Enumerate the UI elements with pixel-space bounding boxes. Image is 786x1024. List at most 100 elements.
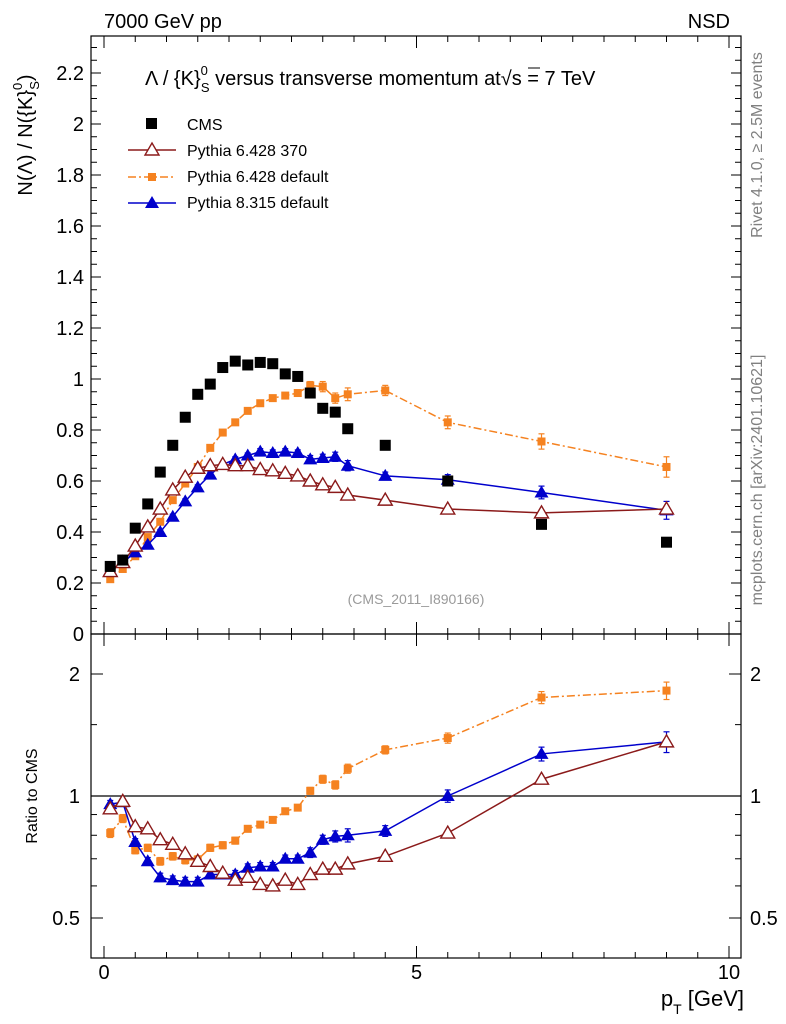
main-ytick-label: 1 [73,369,84,391]
main-ytick-label: 2 [73,114,84,136]
main-point-cms [142,498,154,510]
ratio-point-p6_default [106,829,115,838]
main-ytick-label: 0 [73,624,84,646]
main-point-p8 [340,458,355,471]
main-point-cms [304,387,316,399]
main-point-p6_370 [377,491,394,506]
main-point-p6_default [243,406,252,415]
main-point-p6_default [306,381,315,390]
main-ytick-label: 1.6 [56,216,84,238]
main-point-p6_default [206,443,215,452]
ratio-point-p8 [315,832,330,845]
ratio-point-p8 [340,828,355,841]
ratio-point-p8 [278,851,293,864]
ratio-y-axis-label: Ratio to CMS [24,748,41,843]
main-point-p6_370 [339,486,356,501]
main-point-p8 [278,444,293,457]
ratio-point-p6_370 [177,845,194,860]
main-ytick-label: 1.8 [56,165,84,187]
ratio-point-p6_370 [239,868,256,884]
main-point-p6_370 [533,504,550,519]
legend-label-p8: Pythia 8.315 default [187,195,329,212]
main-point-cms [279,368,291,380]
main-point-p6_370 [439,500,456,515]
ratio-point-p8 [290,851,305,864]
main-point-cms [217,362,229,374]
ratio-point-p6_370 [264,877,281,892]
main-point-p6_370 [152,500,169,515]
ratio-point-p6_370 [189,852,206,868]
main-point-p6_default [293,389,302,398]
main-point-p6_370 [227,457,244,472]
ratio-point-p8 [265,859,280,872]
ratio-point-p6_default [662,686,671,695]
ratio-point-p6_370 [277,871,294,886]
main-point-cms [129,522,141,534]
ratio-point-p6_default [181,856,190,865]
main-ytick-label: 0.6 [56,471,84,493]
ratio-point-p6_370 [533,770,550,785]
ratio-ytick-label-right: 0.5 [750,908,778,930]
main-point-cms [192,388,204,400]
ratio-point-p6_default [156,857,165,866]
legend-marker-cms [146,118,157,129]
main-ytick-label: 0.2 [56,573,84,595]
main-point-p8 [303,452,318,465]
ratio-ytick-label: 2 [69,664,80,686]
ratio-point-p6_default [318,775,327,784]
main-ytick-label: 2.2 [56,63,84,85]
ratio-point-p6_default [131,846,140,855]
main-point-p6_370 [252,461,269,476]
main-point-p6_370 [658,500,675,515]
legend-marker-p6-370 [143,141,161,156]
main-y-axis-label: N(Λ) / N({K}0 S) [10,74,42,195]
main-point-p6_default [537,437,546,446]
main-point-p8 [140,537,155,550]
main-point-p6_default [231,418,240,427]
ratio-point-p6_370 [202,858,219,873]
main-point-p6_370 [277,464,294,480]
main-point-p8 [328,449,343,462]
main-point-p6_370 [177,468,194,483]
main-point-cms [342,423,354,435]
ratio-point-p6_370 [214,864,231,879]
ratio-point-p6_370 [314,860,331,875]
ratio-x-ticks: 0 5 10 [98,634,740,984]
ratio-point-p8 [140,854,155,867]
main-point-cms [104,560,116,572]
ratio-point-p8 [328,829,343,842]
ratio-point-p6_default [343,764,352,773]
main-point-cms [167,439,179,451]
legend: CMS Pythia 6.428 370 Pythia 6.428 defaul… [128,117,329,212]
ratio-ytick-label: 0.5 [52,908,80,930]
main-point-p8 [153,525,168,537]
ratio-point-p8 [128,835,143,848]
main-point-p8 [315,451,330,464]
ratio-point-p6_370 [302,866,319,881]
ratio-ytick-label-right: 2 [750,664,761,686]
ratio-point-p6_default [143,843,152,852]
main-point-p8 [178,494,193,507]
main-point-p6_370 [327,478,344,494]
ratio-point-p6_default [206,843,215,852]
ratio-point-p6_default [168,852,177,861]
main-series [102,355,675,584]
ratio-point-p6_370 [139,820,156,835]
legend-marker-p6-default [148,173,156,181]
main-point-cms [661,536,672,548]
main-point-p6_default [381,386,390,395]
main-point-cms [229,355,241,367]
ratio-point-p8 [240,860,255,873]
main-point-p6_370 [189,459,206,474]
ratio-point-p6_default [293,803,302,812]
ratio-point-p6_default [118,814,127,823]
ratio-point-p8 [203,867,218,880]
ratio-point-p6_default [381,745,390,754]
main-point-p6_370 [164,481,181,496]
ratio-point-p6_default [243,824,252,833]
main-point-cms [317,402,329,414]
main-point-cms [329,406,341,418]
main-point-cms [536,518,547,530]
main-ytick-label: 0.8 [56,420,84,442]
